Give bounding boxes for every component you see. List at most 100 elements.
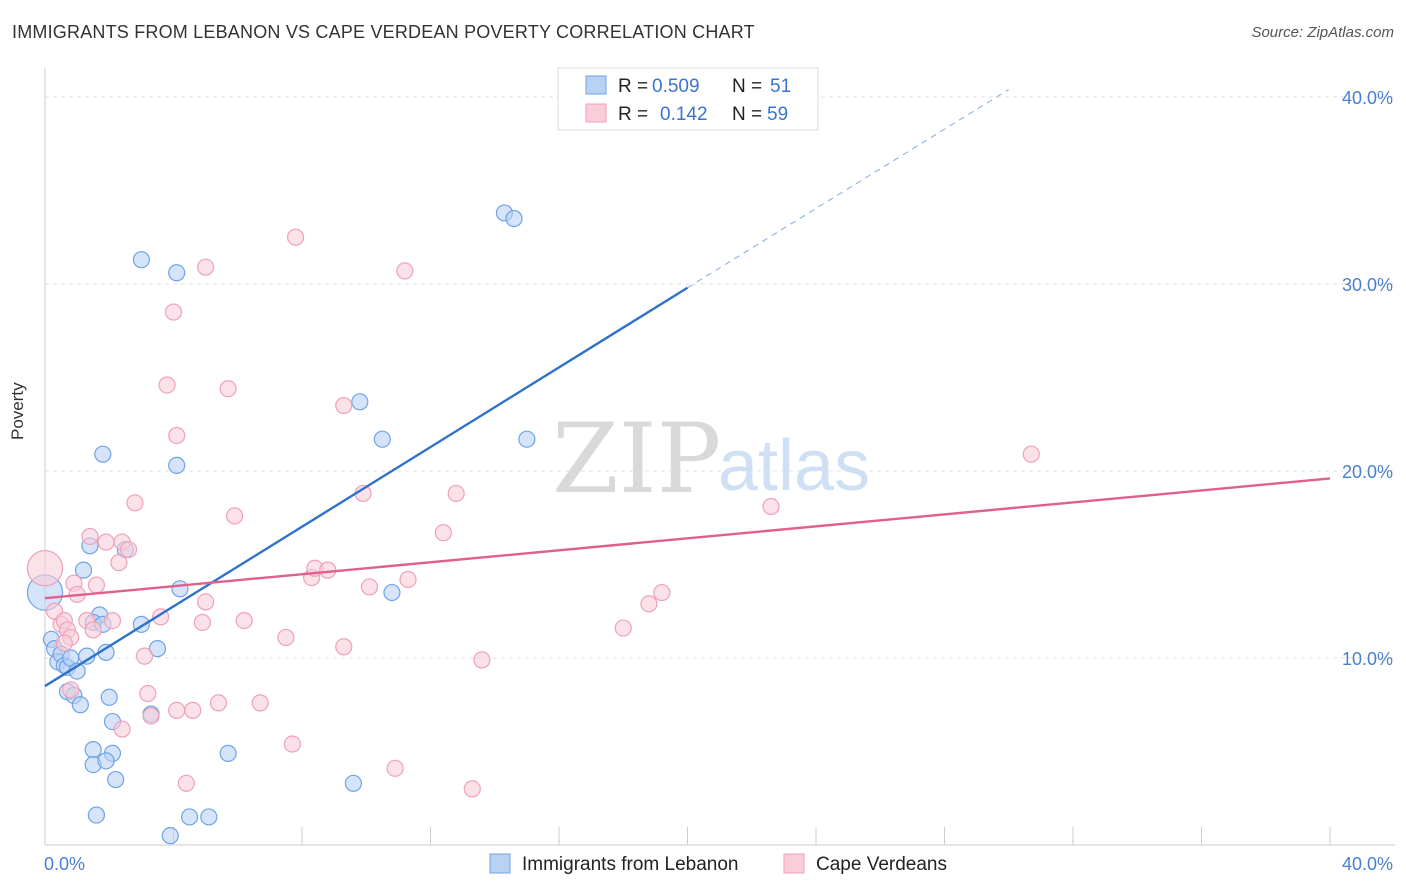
point-cape-verdean-45	[335, 638, 353, 656]
point-lebanon-27	[94, 445, 112, 463]
point-lebanon-11	[71, 696, 89, 714]
point-cape-verdean-41	[286, 228, 305, 246]
point-lebanon-12	[74, 561, 93, 579]
point-cape-verdean-59	[762, 497, 780, 516]
point-lebanon-42	[373, 430, 391, 448]
point-cape-verdean-33	[197, 258, 215, 276]
point-cape-verdean-23	[142, 707, 160, 725]
point-cape-verdean-30	[184, 701, 202, 719]
point-cape-verdean-19	[113, 720, 131, 738]
y-tick-label-1: 20.0%	[1342, 462, 1393, 482]
point-lebanon-33	[168, 456, 186, 474]
x-tick-label-0: 0.0%	[44, 854, 85, 874]
grid-lines	[45, 96, 1395, 659]
legend-n-value-2: 59	[767, 104, 788, 125]
watermark-atlas: atlas	[718, 426, 870, 506]
point-cape-verdean-35	[219, 380, 237, 398]
legend-n-label-2: N =	[732, 104, 762, 125]
point-cape-verdean-55	[463, 780, 481, 798]
point-cape-verdean-60	[1022, 445, 1040, 463]
point-lebanon-34	[168, 264, 186, 282]
source-label: Source: ZipAtlas.com	[1251, 24, 1394, 41]
point-cape-verdean-39	[277, 628, 295, 647]
point-cape-verdean-0	[26, 550, 64, 587]
point-cape-verdean-20	[126, 494, 144, 512]
point-cape-verdean-36	[225, 507, 244, 525]
point-cape-verdean-28	[168, 701, 186, 719]
point-cape-verdean-26	[164, 303, 183, 321]
point-cape-verdean-31	[193, 613, 212, 632]
point-lebanon-26	[87, 806, 106, 824]
point-lebanon-45	[505, 209, 523, 228]
point-cape-verdean-21	[135, 647, 154, 665]
point-cape-verdean-56	[614, 619, 632, 637]
legend-r-label-1: R =	[618, 76, 648, 97]
point-cape-verdean-17	[119, 540, 138, 559]
point-cape-verdean-52	[434, 524, 452, 542]
point-lebanon-21	[84, 741, 102, 759]
legend-r-label-2: R =	[618, 104, 648, 125]
point-lebanon-25	[107, 770, 125, 789]
y-tick-label-0: 10.0%	[1342, 649, 1393, 669]
point-cape-verdean-15	[110, 554, 128, 572]
series-legend: Immigrants from Lebanon Cape Verdeans	[489, 853, 947, 875]
point-cape-verdean-32	[197, 593, 215, 611]
legend-r-value-2: 0.142	[660, 104, 708, 125]
point-lebanon-36	[219, 744, 237, 762]
point-cape-verdean-10	[87, 576, 106, 594]
series-swatch-cape-verdean	[783, 853, 805, 874]
point-cape-verdean-57	[640, 595, 658, 613]
legend: R = 0.509 N = 51 R = 0.142 N = 59	[557, 67, 819, 131]
point-lebanon-19	[100, 688, 118, 706]
x-tick-labels: 0.0% 40.0%	[44, 854, 1393, 874]
point-cape-verdean-48	[360, 578, 379, 596]
legend-swatch-lebanon	[585, 75, 607, 95]
point-lebanon-24	[97, 752, 115, 770]
point-cape-verdean-18	[103, 611, 122, 630]
point-cape-verdean-22	[139, 684, 157, 703]
point-lebanon-32	[171, 580, 189, 598]
point-cape-verdean-49	[386, 759, 404, 777]
point-lebanon-41	[351, 393, 369, 411]
point-cape-verdean-14	[97, 533, 115, 551]
point-cape-verdean-13	[81, 527, 99, 546]
chart-title: IMMIGRANTS FROM LEBANON VS CAPE VERDEAN …	[12, 22, 755, 42]
point-cape-verdean-34	[209, 694, 228, 712]
point-cape-verdean-40	[283, 735, 301, 753]
point-cape-verdean-9	[84, 621, 102, 639]
point-lebanon-39	[161, 827, 179, 845]
watermark-zip: ZIP	[552, 403, 721, 515]
trend-line-extension-lebanon	[687, 89, 1010, 289]
y-tick-labels: 10.0% 20.0% 30.0% 40.0%	[1342, 88, 1393, 669]
point-lebanon-46	[518, 430, 536, 448]
point-cape-verdean-53	[447, 484, 465, 503]
point-cape-verdean-25	[158, 376, 176, 394]
point-cape-verdean-27	[168, 426, 186, 445]
trend-line-cape-verdean	[44, 477, 1331, 600]
point-cape-verdean-37	[235, 611, 253, 630]
point-lebanon-38	[200, 808, 218, 826]
point-lebanon-37	[180, 808, 199, 826]
point-cape-verdean-51	[396, 262, 414, 280]
y-tick-label-3: 40.0%	[1342, 88, 1393, 108]
point-lebanon-40	[344, 774, 362, 792]
legend-n-value-1: 51	[770, 76, 791, 97]
point-cape-verdean-46	[335, 396, 353, 415]
point-cape-verdean-12	[62, 681, 80, 699]
series-label-cape-verdean: Cape Verdeans	[816, 854, 947, 875]
trend-lines	[44, 89, 1331, 688]
legend-swatch-cape-verdean	[585, 103, 607, 123]
point-cape-verdean-38	[251, 694, 269, 712]
series-swatch-lebanon	[489, 853, 511, 874]
point-cape-verdean-50	[399, 570, 417, 589]
axes	[44, 68, 1395, 846]
trend-line-lebanon	[44, 286, 689, 688]
series-label-lebanon: Immigrants from Lebanon	[522, 854, 739, 875]
x-tick-label-1: 40.0%	[1342, 854, 1393, 874]
legend-n-label-1: N =	[732, 76, 762, 97]
watermark: ZIP atlas	[552, 403, 870, 515]
point-cape-verdean-29	[177, 774, 195, 792]
y-tick-label-2: 30.0%	[1342, 275, 1393, 295]
data-points	[26, 204, 1040, 845]
legend-r-value-1: 0.509	[652, 76, 700, 97]
